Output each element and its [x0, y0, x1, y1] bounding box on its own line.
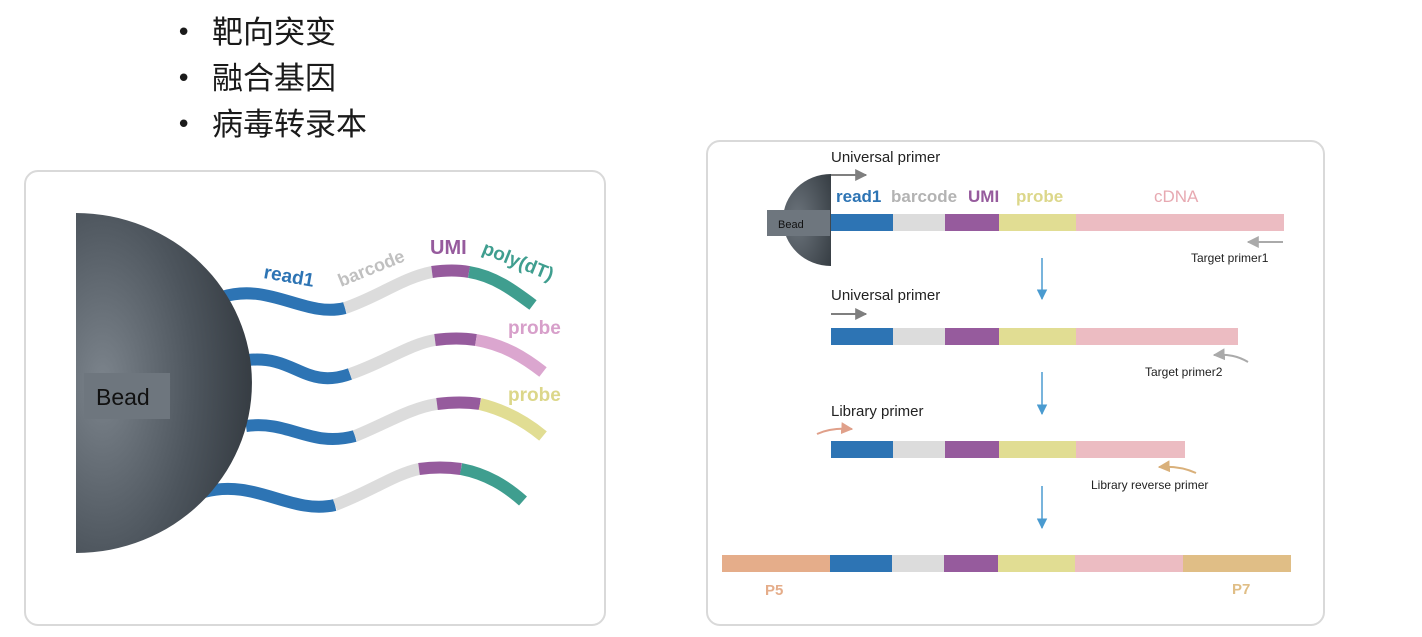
cdna-label: cDNA [1154, 187, 1199, 206]
library-reverse-primer-label: Library reverse primer [1091, 478, 1208, 492]
read1-label: read1 [262, 262, 316, 292]
probe-pink-label: probe [508, 318, 561, 339]
oligo-strand-polydt-2 [202, 461, 527, 513]
universal-primer-2-label: Universal primer [831, 287, 940, 304]
bullet-item: 病毒转录本 [176, 102, 367, 148]
final-library-construct [722, 555, 1291, 572]
target-primer-2-arrow [1212, 348, 1249, 363]
bullet-list: 靶向突变 融合基因 病毒转录本 [176, 10, 367, 148]
library-primer-label: Library primer [831, 403, 924, 420]
bead-label: Bead [96, 384, 150, 410]
construct-row-1 [831, 214, 1284, 231]
bullet-item: 靶向突变 [176, 10, 367, 56]
bead-label-small: Bead [778, 219, 804, 231]
library-reverse-primer-arrow [1157, 460, 1197, 474]
p5-label: P5 [765, 582, 783, 599]
umi-label: UMI [430, 237, 467, 259]
p7-label: P7 [1232, 581, 1250, 598]
bead-label-box [84, 373, 170, 419]
target-primer-2-label: Target primer2 [1145, 365, 1223, 379]
oligo-strand-polydt-1 [220, 264, 537, 316]
bullet-item: 融合基因 [176, 56, 367, 102]
umi-label-right: UMI [968, 187, 999, 206]
library-primer-arrow [816, 422, 854, 435]
probe-yellow-label: probe [508, 385, 561, 406]
oligo-strand-probe-yellow [245, 396, 547, 446]
read-segment-labels: read1 barcode UMI probe cDNA [836, 187, 1199, 206]
construct-row-3 [831, 441, 1185, 458]
oligo-strand-probe-pink [247, 332, 547, 385]
target-primer-1-label: Target primer1 [1191, 251, 1269, 265]
universal-primer-1-label: Universal primer [831, 149, 940, 166]
construct-row-2 [831, 328, 1238, 345]
barcode-label-right: barcode [891, 187, 957, 206]
read1-label-right: read1 [836, 187, 881, 206]
probe-label-right: probe [1016, 187, 1063, 206]
bead-label-box-small [767, 210, 830, 236]
